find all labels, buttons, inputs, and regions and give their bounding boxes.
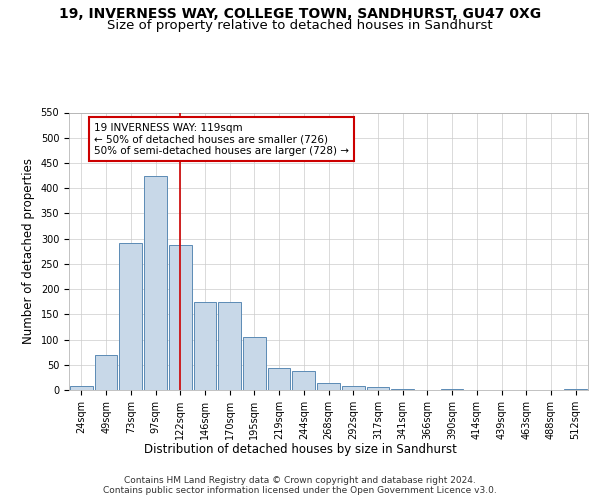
- Bar: [268, 368, 290, 390]
- Bar: [564, 389, 587, 390]
- Bar: [95, 354, 118, 390]
- Text: Distribution of detached houses by size in Sandhurst: Distribution of detached houses by size …: [143, 442, 457, 456]
- Bar: [317, 383, 340, 390]
- Y-axis label: Number of detached properties: Number of detached properties: [22, 158, 35, 344]
- Bar: [367, 388, 389, 390]
- Bar: [119, 243, 142, 390]
- Bar: [342, 386, 365, 390]
- Bar: [441, 389, 463, 390]
- Bar: [218, 302, 241, 390]
- Bar: [169, 244, 191, 390]
- Text: Size of property relative to detached houses in Sandhurst: Size of property relative to detached ho…: [107, 18, 493, 32]
- Text: 19, INVERNESS WAY, COLLEGE TOWN, SANDHURST, GU47 0XG: 19, INVERNESS WAY, COLLEGE TOWN, SANDHUR…: [59, 8, 541, 22]
- Bar: [194, 302, 216, 390]
- Bar: [70, 386, 93, 390]
- Bar: [391, 389, 414, 390]
- Bar: [144, 176, 167, 390]
- Text: Contains HM Land Registry data © Crown copyright and database right 2024.
Contai: Contains HM Land Registry data © Crown c…: [103, 476, 497, 495]
- Bar: [292, 372, 315, 390]
- Text: 19 INVERNESS WAY: 119sqm
← 50% of detached houses are smaller (726)
50% of semi-: 19 INVERNESS WAY: 119sqm ← 50% of detach…: [94, 122, 349, 156]
- Bar: [243, 337, 266, 390]
